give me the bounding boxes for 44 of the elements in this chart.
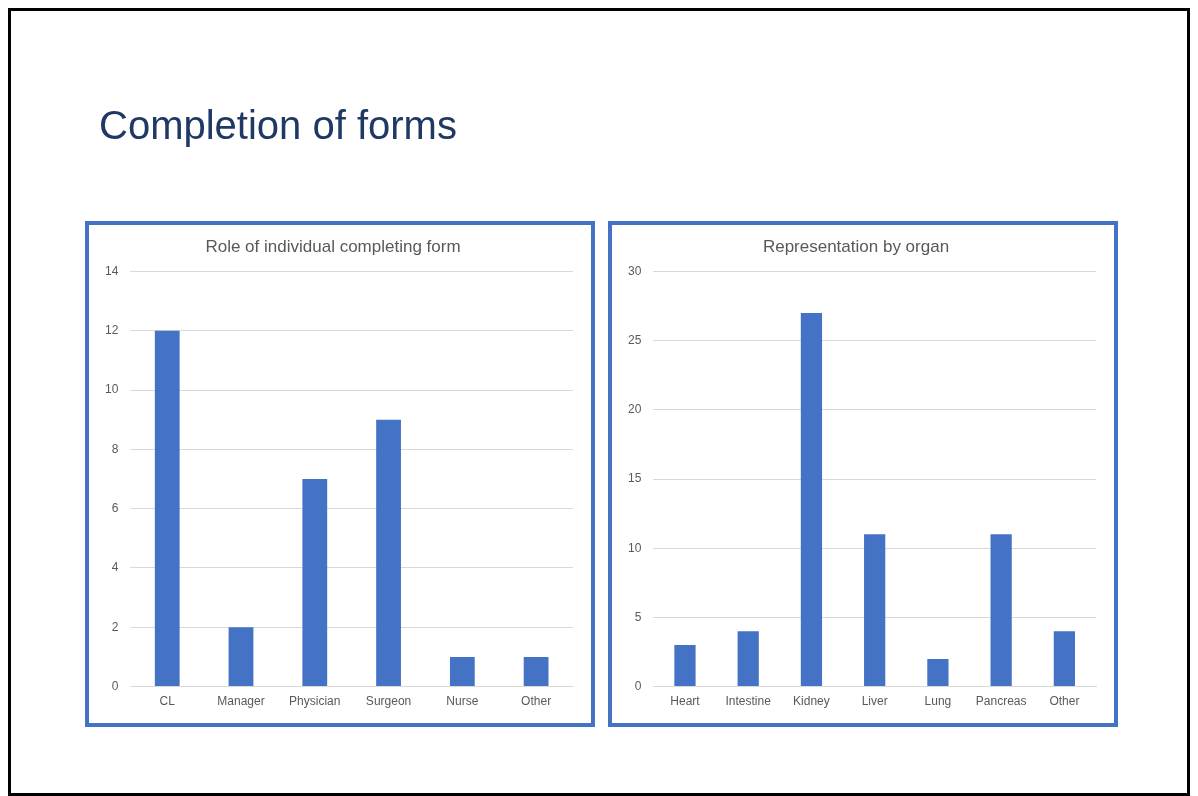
y-tick-label: 12 — [104, 323, 119, 338]
y-tick-label: 0 — [111, 678, 119, 693]
bar — [990, 534, 1012, 687]
y-tick-label: 8 — [111, 441, 119, 456]
x-tick-label: Kidney — [793, 694, 830, 709]
bar — [737, 631, 759, 687]
bar — [302, 479, 328, 687]
y-tick-label: 14 — [104, 263, 119, 278]
y-tick-label: 15 — [627, 471, 642, 486]
x-tick-label: Pancreas — [975, 694, 1027, 709]
text: Completion of forms — [99, 103, 457, 148]
bar — [228, 627, 254, 687]
x-tick-label: Intestine — [725, 694, 772, 709]
x-tick-label: Lung — [924, 694, 952, 709]
bar — [1053, 631, 1076, 687]
x-tick-label: Manager — [217, 694, 265, 709]
bar — [523, 656, 549, 687]
y-tick-label: 20 — [627, 402, 642, 417]
bar — [864, 534, 886, 687]
bar — [154, 330, 180, 687]
bar — [674, 645, 696, 687]
bar — [376, 419, 401, 687]
x-tick-label: Physician — [289, 694, 341, 709]
bar — [927, 658, 949, 687]
y-tick-label: 25 — [627, 332, 642, 347]
x-tick-label: Other — [521, 694, 552, 709]
y-tick-label: 2 — [111, 619, 119, 634]
chart-title: Representation by organ — [762, 236, 950, 256]
y-tick-label: 5 — [634, 609, 642, 624]
bar — [449, 656, 475, 687]
x-tick-label: Liver — [861, 694, 888, 709]
x-tick-label: Other — [1049, 694, 1080, 709]
x-tick-label: Heart — [670, 694, 701, 709]
y-tick-label: 10 — [104, 382, 119, 397]
y-tick-label: 4 — [111, 560, 119, 575]
x-tick-label: CL — [159, 694, 176, 709]
x-tick-label: Surgeon — [365, 694, 412, 709]
x-tick-label: Nurse — [446, 694, 479, 709]
y-tick-label: 0 — [634, 678, 642, 693]
y-tick-label: 10 — [627, 540, 642, 555]
chart-title: Role of individual completing form — [205, 236, 461, 256]
y-tick-label: 30 — [627, 263, 642, 278]
bar — [800, 312, 823, 687]
y-tick-label: 6 — [111, 500, 119, 515]
